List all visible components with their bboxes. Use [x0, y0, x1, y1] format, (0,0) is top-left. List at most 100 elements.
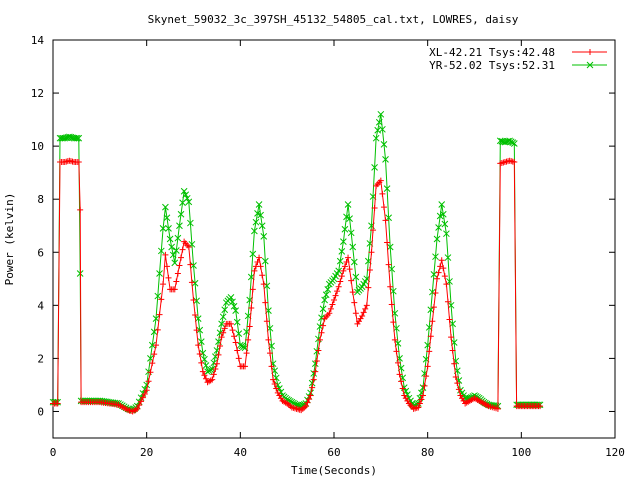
data-point [331, 297, 337, 304]
data-point [173, 278, 180, 285]
data-point [271, 381, 278, 388]
data-point [320, 322, 327, 329]
data-point [363, 302, 370, 309]
data-point [229, 327, 236, 334]
data-point [187, 261, 194, 268]
data-point [148, 341, 156, 349]
data-point [221, 306, 229, 314]
data-point [143, 387, 150, 394]
data-point [371, 164, 378, 171]
data-point [312, 368, 319, 375]
data-point [432, 253, 439, 261]
data-point [510, 140, 518, 147]
data-point [235, 330, 243, 337]
data-point [215, 351, 222, 358]
data-point [188, 279, 195, 286]
data-point [265, 336, 272, 343]
data-point [357, 315, 364, 322]
data-point [494, 405, 501, 412]
data-point [176, 262, 183, 269]
chart-title: Skynet_59032_3c_397SH_45132_54805_cal.tx… [148, 13, 519, 26]
legend-marker [586, 61, 594, 69]
x-tick-label: 100 [511, 446, 531, 459]
data-point [338, 248, 346, 255]
data-point [319, 305, 327, 313]
data-point [196, 350, 203, 357]
data-point [441, 273, 448, 280]
data-point [398, 378, 405, 385]
data-point [306, 396, 313, 403]
data-point [138, 398, 145, 405]
data-point [315, 347, 322, 354]
data-point [444, 298, 451, 305]
data-point [260, 232, 268, 240]
data-point [136, 402, 143, 409]
y-tick-label: 14 [31, 34, 45, 47]
data-point [163, 263, 170, 270]
data-point [343, 258, 350, 265]
series-line [53, 114, 541, 411]
data-point [270, 376, 277, 383]
data-point [321, 296, 328, 304]
data-point [449, 347, 456, 354]
data-point [156, 270, 163, 277]
data-point [385, 261, 392, 268]
data-point [368, 249, 375, 256]
data-point [242, 363, 249, 370]
data-point [336, 257, 344, 265]
data-point [324, 286, 332, 293]
data-point [257, 211, 264, 219]
data-point [537, 403, 544, 410]
data-point [134, 405, 141, 412]
data-point [168, 243, 175, 251]
data-point [257, 263, 264, 270]
data-point [227, 320, 234, 327]
data-point [221, 325, 228, 332]
data-point [382, 217, 389, 224]
legend-label: XL-42.21 Tsys:42.48 [429, 46, 555, 59]
data-point [446, 278, 453, 285]
x-axis: 0 20 40 60 80 100 120 [50, 40, 625, 459]
data-point [341, 263, 348, 270]
data-point [199, 349, 207, 357]
data-point [436, 212, 444, 220]
data-point [162, 203, 169, 211]
data-point [399, 385, 406, 392]
y-tick-label: 6 [37, 246, 44, 259]
data-point [302, 403, 309, 410]
data-point [171, 286, 178, 293]
data-point [149, 360, 156, 367]
x-tick-label: 20 [140, 446, 153, 459]
data-point [390, 319, 397, 326]
y-tick-label: 12 [31, 87, 44, 100]
data-point [235, 355, 242, 362]
data-point [218, 334, 225, 341]
data-point [351, 299, 358, 306]
data-point [451, 360, 458, 367]
data-point [418, 396, 425, 403]
data-point [347, 229, 355, 237]
data-point [382, 156, 389, 163]
data-point [152, 315, 160, 322]
data-point [165, 274, 172, 281]
data-point [439, 210, 447, 218]
x-tick-label: 60 [327, 446, 340, 459]
data-point [334, 288, 341, 295]
y-tick-label: 10 [31, 140, 44, 153]
data-point [231, 333, 238, 340]
data-point [255, 201, 263, 208]
data-point [199, 368, 206, 375]
legend-label: YR-52.02 Tsys:52.31 [429, 59, 555, 72]
data-point [345, 254, 352, 261]
data-point [227, 294, 235, 301]
data-point [340, 267, 347, 274]
data-point [441, 220, 449, 228]
data-point [337, 278, 344, 285]
y-axis-label: Power (kelvin) [3, 193, 16, 286]
y-tick-label: 2 [37, 352, 44, 365]
data-point [332, 292, 339, 299]
data-point [438, 201, 446, 208]
data-point [141, 390, 148, 397]
data-point [434, 275, 441, 282]
data-point [304, 399, 311, 406]
